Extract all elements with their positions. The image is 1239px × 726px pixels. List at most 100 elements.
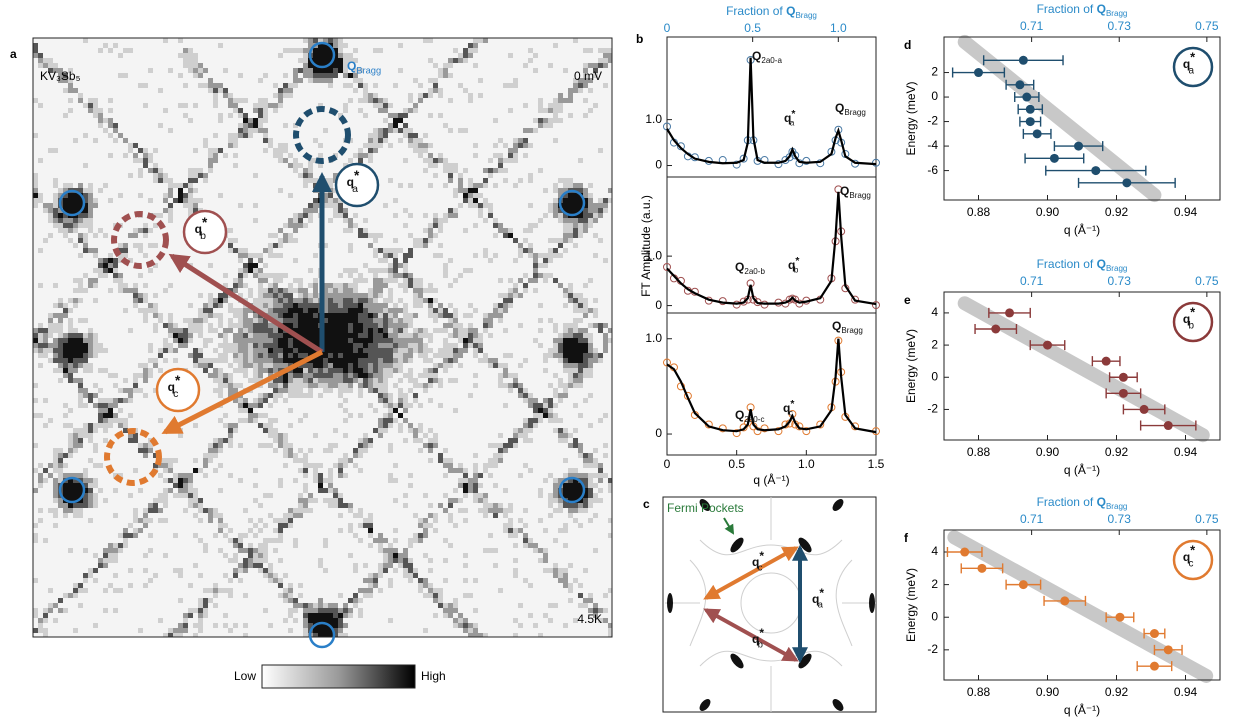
bragg-peak-marker <box>58 476 86 504</box>
label-part: * <box>1190 50 1195 65</box>
symbol-label: q* b <box>195 215 208 242</box>
label-part: c <box>1188 558 1193 569</box>
data-point <box>732 160 741 169</box>
symbol-label: Fraction of QBragg <box>1037 495 1128 511</box>
label-part: Bragg <box>849 191 870 200</box>
temperature-label: 4.5K <box>577 612 602 626</box>
y-axis-label: Energy (meV) <box>904 329 918 403</box>
data-point <box>795 299 804 308</box>
data-point <box>791 151 800 160</box>
symbol-label: q* c <box>1183 543 1195 569</box>
data-point <box>851 295 860 304</box>
label-part: Bragg <box>841 326 862 335</box>
label-part: Bragg <box>1106 264 1127 273</box>
data-point <box>732 429 741 438</box>
label-part: Q <box>1097 257 1106 271</box>
symbol-label: q* c <box>168 373 181 400</box>
label-part: q <box>168 380 175 394</box>
symbol-label: QBragg <box>347 59 381 76</box>
label-part: Bragg <box>1106 502 1127 511</box>
label-part: q <box>783 401 790 415</box>
data-point <box>1025 117 1035 127</box>
x2-tick-label: 0.73 <box>1108 19 1132 33</box>
legend-badge <box>1172 46 1214 88</box>
data-point <box>1139 404 1149 414</box>
label-part: Bragg <box>1106 9 1127 18</box>
label-part: * <box>819 586 824 600</box>
x2-tick-label: 0.5 <box>744 21 761 35</box>
data-point <box>1005 308 1015 318</box>
data-point <box>753 298 762 307</box>
y-tick-label: -6 <box>927 163 938 177</box>
data-point <box>1049 153 1059 163</box>
x2-tick-label: 0 <box>664 21 671 35</box>
x-tick-label: 0.92 <box>1105 685 1129 699</box>
plot-frame <box>666 312 877 456</box>
label-part: a <box>818 600 824 610</box>
x-tick-label: 1.0 <box>798 457 815 471</box>
y-tick-label: 1.0 <box>645 112 662 126</box>
y-tick-label: -2 <box>927 114 938 128</box>
annotation-arrow <box>723 517 735 535</box>
x2-tick-label: 0.73 <box>1108 274 1132 288</box>
label-part: * <box>354 168 360 183</box>
panel-letter: a <box>10 47 17 61</box>
data-point <box>872 301 880 310</box>
label-part: q <box>752 555 759 569</box>
data-point <box>1149 661 1159 671</box>
map-frame <box>32 37 613 638</box>
trend-band <box>957 34 1162 203</box>
x-tick-label: 0.88 <box>967 685 991 699</box>
data-point <box>1118 388 1128 398</box>
data-point <box>1118 372 1128 382</box>
data-point <box>1015 80 1025 90</box>
symbol-label: QBragg <box>835 101 866 117</box>
symbol-label: q* b <box>752 626 764 650</box>
symbol-label: q* b <box>788 256 800 275</box>
symbol-label: q* a <box>812 586 824 610</box>
label-part: 2a0-c <box>744 415 764 424</box>
dashed-ring <box>104 428 162 486</box>
x-axis-label: q (Å⁻¹) <box>1064 462 1100 477</box>
label-part: * <box>202 215 208 230</box>
label-part: q <box>1183 550 1190 564</box>
symbol-label: q* c <box>783 399 795 418</box>
label-part: q <box>347 175 354 189</box>
vector-badge <box>155 367 201 413</box>
symbol-label: QBragg <box>840 184 871 200</box>
panel-letter: d <box>904 38 911 52</box>
label-part: Q <box>1097 495 1106 509</box>
label-part: Q <box>347 59 356 73</box>
x-tick-label: 0.94 <box>1174 685 1198 699</box>
data-point <box>1115 612 1125 622</box>
data-point <box>974 68 983 78</box>
y-axis-label: Energy (meV) <box>904 81 918 155</box>
scattering-vector <box>161 349 324 435</box>
label-part: Q <box>832 319 841 333</box>
symbol-label: q* a <box>784 109 796 128</box>
label-part: c <box>758 563 763 573</box>
y-tick-label: -2 <box>927 642 938 656</box>
bragg-peak-marker <box>558 189 586 217</box>
x-tick-label: 0.90 <box>1036 205 1060 219</box>
panel-letter: e <box>904 293 911 307</box>
x2-tick-label: 0.71 <box>1020 19 1044 33</box>
x-tick-label: 0 <box>664 457 671 471</box>
symbol-label: Fraction of QBragg <box>726 4 817 20</box>
vector-b <box>703 608 799 662</box>
x-tick-label: 0.94 <box>1174 205 1198 219</box>
label-part: 2a0-a <box>761 56 782 65</box>
label-part: * <box>795 256 800 267</box>
data-point <box>1018 580 1028 590</box>
y-tick-label: 4 <box>931 305 938 319</box>
legend-badge <box>1172 301 1214 343</box>
map-intensity <box>33 38 612 637</box>
legend-badge <box>1172 539 1214 581</box>
data-point <box>774 427 783 436</box>
data-point <box>739 423 748 432</box>
label-part: * <box>790 399 795 410</box>
data-point <box>816 420 825 429</box>
y-tick-label: 0 <box>931 89 938 103</box>
data-point <box>977 563 987 573</box>
dashed-ring <box>111 211 169 269</box>
